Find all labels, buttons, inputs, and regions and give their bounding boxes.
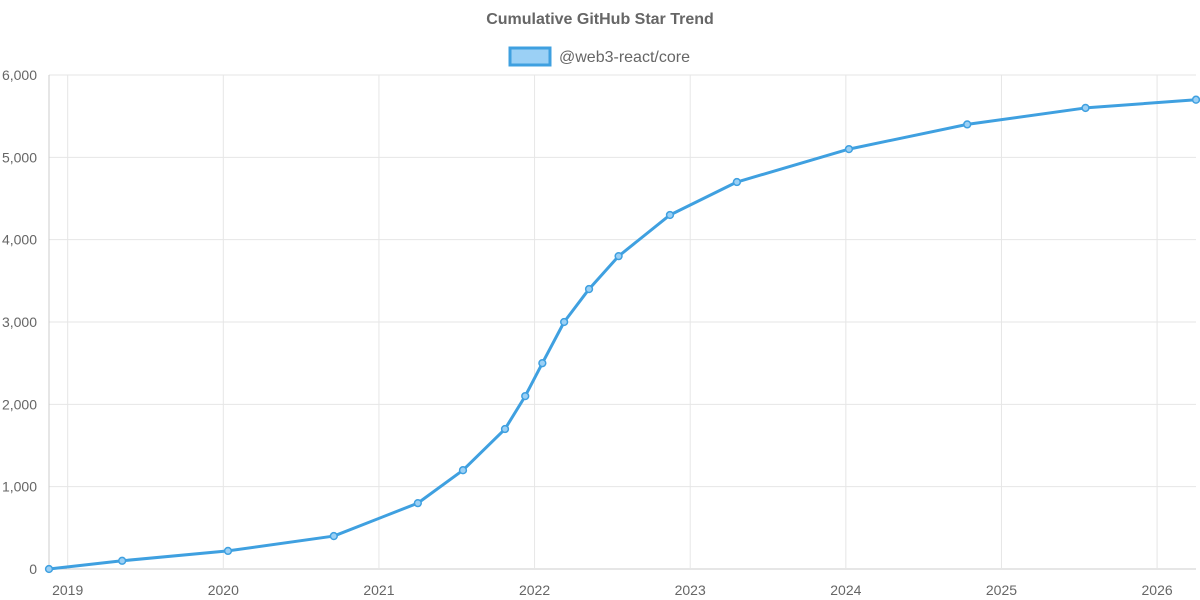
x-tick-label: 2022: [519, 582, 550, 598]
data-point[interactable]: [521, 391, 530, 401]
y-tick-label: 3,000: [2, 314, 37, 330]
data-point[interactable]: [1081, 103, 1090, 113]
y-tick-label: 0: [29, 561, 37, 577]
x-tick-label: 2020: [208, 582, 239, 598]
x-tick-label: 2024: [830, 582, 861, 598]
data-point[interactable]: [665, 210, 675, 220]
x-tick-label: 2021: [363, 582, 394, 598]
data-point[interactable]: [329, 531, 338, 541]
data-point[interactable]: [732, 177, 742, 187]
x-tick-label: 2026: [1142, 582, 1173, 598]
data-point[interactable]: [500, 424, 510, 434]
axes: 0 1,000 2,000 3,000 4,000 5,000 6,000 2019 2020 2…: [2, 67, 1173, 598]
series-line-web3-react-core[interactable]: [47, 98, 1198, 571]
data-point[interactable]: [117, 556, 127, 565]
y-tick-label: 1,000: [2, 479, 37, 495]
data-points: [44, 95, 1200, 574]
y-tick-label: 5,000: [2, 149, 37, 165]
data-point[interactable]: [44, 564, 54, 574]
data-point[interactable]: [584, 284, 594, 294]
legend-swatch[interactable]: [508, 46, 552, 67]
y-tick-label: 4,000: [2, 232, 37, 248]
legend[interactable]: @web3-react/core: [508, 46, 690, 67]
data-point[interactable]: [559, 317, 569, 327]
y-tick-label: 6,000: [2, 67, 37, 83]
x-tick-label: 2019: [52, 582, 83, 598]
x-tick-label: 2023: [675, 582, 706, 598]
data-point[interactable]: [614, 251, 623, 261]
x-tick-label: 2025: [986, 582, 1017, 598]
legend-label[interactable]: @web3-react/core: [559, 49, 690, 66]
data-point[interactable]: [223, 546, 233, 556]
data-point[interactable]: [844, 144, 854, 154]
data-point[interactable]: [538, 359, 547, 368]
series-layer: [47, 98, 1198, 571]
y-tick-label: 2,000: [2, 396, 37, 412]
data-point[interactable]: [963, 120, 972, 129]
data-point[interactable]: [458, 466, 468, 475]
chart-title: Cumulative GitHub Star Trend: [486, 11, 714, 28]
data-point[interactable]: [1191, 95, 1200, 104]
grid-lines: [49, 74, 1196, 570]
data-point[interactable]: [413, 498, 422, 508]
